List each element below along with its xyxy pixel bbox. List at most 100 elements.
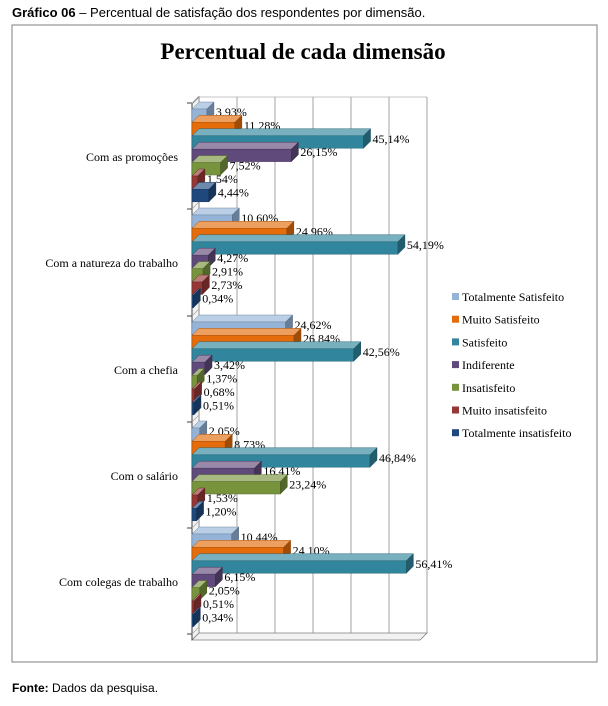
data-label: 46,84% [379,451,416,465]
category-label: Com a natureza do trabalho [45,256,178,270]
bar-end-face [397,234,406,255]
floor [191,632,428,641]
bar-end-face [406,553,414,574]
legend-swatch-satisfeito [452,338,459,346]
legend-label: Muito insatisfeito [462,404,547,418]
data-label: 26,15% [300,145,337,159]
data-label: 2,73% [211,278,242,292]
bar-end-face [193,287,201,309]
category-separator [191,201,200,210]
bar-end-face [291,141,299,163]
bar-top-face [191,474,288,482]
bar-top-face [191,141,299,150]
bar-top-face [191,328,302,336]
bar-end-face [193,593,202,615]
bar-totalmente-insatisfeito-5 [191,606,201,628]
bar-satisfeito-3 [191,341,362,362]
data-label: 56,41% [415,557,452,571]
category-label: Com a chefia [114,363,179,377]
bar-end-face [353,341,361,362]
data-label: 45,14% [373,132,410,146]
bar-top-face [191,207,240,216]
bar-totalmente-insatisfeito-3 [191,394,202,416]
bar-end-face [194,381,202,403]
caption-label: Gráfico 06 [12,5,76,20]
data-label: 4,44% [218,185,249,199]
category-separator [191,95,200,104]
bar-top-face [191,221,295,229]
bar-top-face [191,115,243,123]
data-label: 0,68% [204,385,235,399]
bar-satisfeito-2 [191,234,406,255]
bar-front-face [191,402,195,416]
category-label: Com o salário [111,469,178,483]
data-label: 2,05% [209,584,240,598]
bar-insatisfeito-4 [191,473,288,495]
data-label: 42,56% [363,345,400,359]
caption-text: – Percentual de satisfação dos responden… [75,5,426,20]
legend-swatch-indiferente [452,361,459,369]
legend-swatch-muito-satisfeito [452,315,459,323]
bar-front-face [191,508,197,522]
legend-swatch-totalmente-satisfeito [452,293,459,300]
data-label: 0,51% [203,398,234,412]
legend-swatch-totalmente-insatisfeito [452,429,459,437]
figure-caption: Gráfico 06 – Percentual de satisfação do… [12,5,425,20]
source-label: Fonte: [12,681,49,695]
bar-top-face [191,341,362,350]
bar-totalmente-insatisfeito-1 [191,181,217,203]
data-label: 24,62% [295,318,332,332]
bar-muito-insatisfeito-5 [191,593,202,615]
chart-title: Percentual de cada dimensão [160,39,445,64]
bar-end-face [363,128,371,149]
category-separator [191,626,200,635]
bar-end-face [208,181,217,203]
bar-satisfeito-5 [191,553,414,574]
legend-label: Satisfeito [462,335,507,349]
legend-label: Muito Satisfeito [462,313,540,327]
source-text: Dados da pesquisa. [48,681,159,695]
data-label: 1,20% [206,504,237,518]
bar-end-face [202,274,210,296]
data-label: 1,37% [206,372,237,386]
bar-end-face [196,500,204,522]
bar-top-face [191,234,406,243]
data-label: 0,34% [202,291,233,305]
bar-muito-insatisfeito-3 [191,381,203,403]
legend-label: Indiferente [462,358,515,372]
data-label: 0,51% [203,597,234,611]
data-label: 0,34% [202,610,233,624]
category-separator [191,520,200,529]
legend-swatch-insatisfeito [452,383,459,391]
bar-top-face [191,553,414,562]
bar-end-face [369,447,378,468]
plot-area: Com as promoções Com a natureza do trabal… [45,95,452,641]
legend-swatch-muito-insatisfeito [452,406,459,414]
bar-top-face [191,314,294,323]
bar-top-face [191,526,240,535]
bar-top-face [191,447,378,456]
category-separator [191,414,200,423]
bar-top-face [191,540,292,548]
bar-front-face [191,388,195,402]
bar-end-face [215,566,223,588]
bar-totalmente-insatisfeito-4 [191,500,205,522]
data-label: 3,42% [214,358,245,372]
data-label: 2,91% [212,265,243,279]
data-label: 54,19% [407,238,444,252]
bar-top-face [191,460,262,469]
bar-front-face [191,600,195,614]
bar-end-face [280,473,288,495]
data-label: 6,15% [224,570,255,584]
legend-label: Totalmente insatisfeito [462,426,571,440]
legend: Totalmente Satisfeito Muito Satisfeito Sat… [452,290,571,440]
data-label: 7,52% [230,159,261,173]
category-separator [191,308,200,317]
bar-end-face [204,354,213,376]
bar-end-face [193,606,201,628]
bar-muito-insatisfeito-2 [191,274,210,296]
bar-top-face [191,128,372,137]
category-label: Com colegas de trabalho [59,575,178,589]
bar-end-face [220,154,228,176]
